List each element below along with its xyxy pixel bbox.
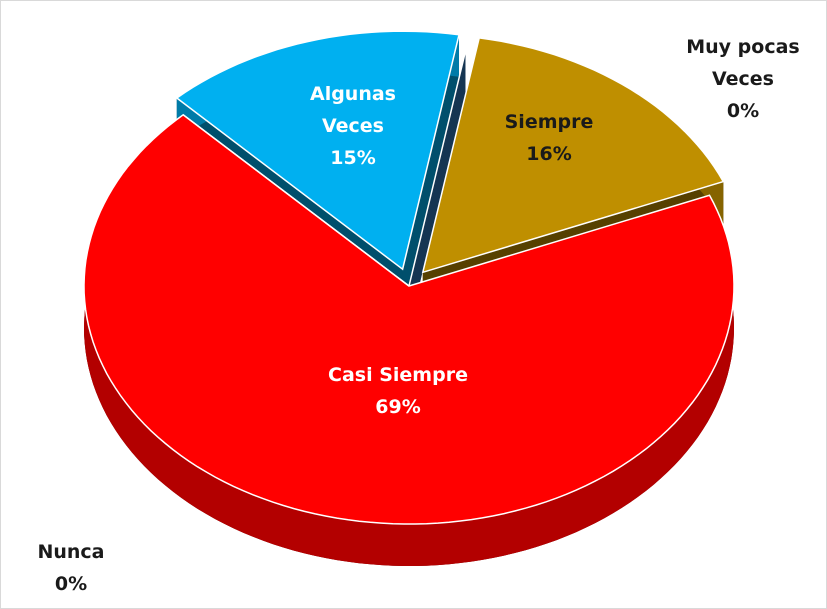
slice	[182, 114, 410, 287]
data-label: Siempre 16%	[479, 106, 619, 170]
data-label: Algunas Veces 15%	[303, 78, 403, 174]
category-label: Muy pocas Veces	[686, 36, 800, 90]
data-label: Nunca 0%	[11, 536, 131, 600]
category-label: Nunca	[37, 541, 105, 563]
slice	[408, 51, 467, 287]
category-label: Siempre	[504, 111, 594, 133]
category-label: Casi Siempre	[328, 364, 468, 386]
slice-side	[402, 34, 459, 312]
slice	[175, 30, 460, 271]
value-label: 15%	[330, 147, 376, 169]
category-label: Algunas Veces	[309, 83, 396, 137]
slice	[83, 113, 735, 525]
data-label: Casi Siempre 69%	[308, 359, 488, 423]
slice-side	[409, 51, 466, 328]
slice	[421, 37, 725, 274]
value-label: 16%	[526, 143, 572, 165]
value-label: 69%	[375, 396, 421, 418]
value-label: 0%	[54, 573, 88, 595]
value-label: 0%	[726, 100, 760, 122]
data-label: Muy pocas Veces 0%	[683, 31, 803, 127]
